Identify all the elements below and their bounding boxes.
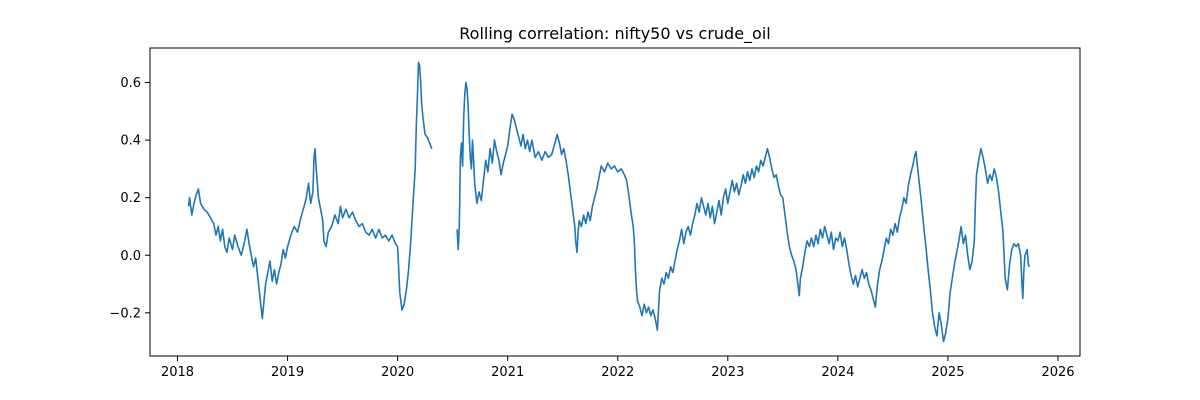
series-line [187,61,433,320]
y-tick-label: 0.4 [120,134,141,149]
x-tick-label: 2019 [271,365,304,380]
y-tick-label: 0.6 [120,76,141,91]
y-tick-label: 0.0 [120,249,141,264]
x-tick-label: 2021 [491,365,524,380]
plot-area-frame [149,47,1081,357]
x-tick-label: 2022 [601,365,634,380]
series-lines [187,61,1031,343]
x-tick-label: 2020 [381,365,414,380]
chart-title: Rolling correlation: nifty50 vs crude_oi… [459,24,770,44]
y-tick-label: −0.2 [109,306,141,321]
series-line [456,81,1031,343]
x-tick-label: 2026 [1041,365,1074,380]
x-tick-label: 2025 [931,365,964,380]
x-tick-label: 2023 [711,365,744,380]
x-tick-label: 2024 [821,365,854,380]
y-tick-label: 0.2 [120,191,141,206]
x-tick-label: 2018 [161,365,194,380]
axis-ticks: 2018 2019 2020 2021 2022 2023 2024 2025 2026 −0.2… [109,76,1074,380]
